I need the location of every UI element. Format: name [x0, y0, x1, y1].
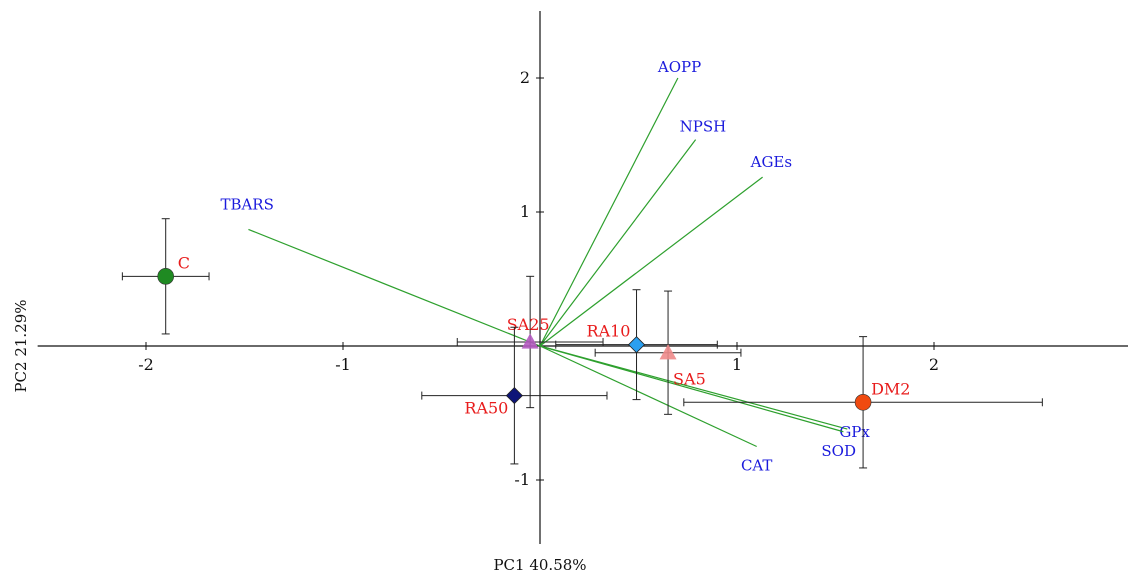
vector-line: [248, 228, 541, 347]
y-tick-label: 1: [520, 202, 530, 221]
group-label: SA25: [507, 315, 550, 334]
vector-line: [539, 345, 848, 430]
group-c: C: [121, 218, 210, 335]
x-tick-label: -1: [335, 355, 351, 374]
group-points: C SA25 RA10 SA5 RA50 DM2: [121, 218, 1043, 469]
vector-line: [539, 345, 844, 433]
group-sa5: SA5: [594, 290, 742, 415]
vector-label: NPSH: [680, 118, 727, 136]
axes: [37, 11, 1128, 544]
group-label: RA50: [464, 399, 508, 418]
vector-label: AGEs: [750, 153, 792, 171]
vector-cat: CAT: [539, 345, 773, 475]
tick-group: -2 -1 1 2 2 1 -1: [138, 68, 939, 489]
group-label: DM2: [871, 379, 910, 398]
vector-line: [539, 345, 757, 448]
group-dm2: DM2: [683, 336, 1043, 469]
group-label: RA10: [587, 322, 631, 341]
y-tick-label: 2: [520, 68, 530, 87]
vector-tbars: TBARS: [220, 195, 541, 347]
vector-line: [539, 176, 763, 347]
group-ra10: RA10: [555, 289, 718, 401]
group-label: C: [178, 253, 190, 272]
x-tick-label: 2: [929, 355, 939, 374]
vector-line: [539, 77, 679, 347]
group-sa25: SA25: [456, 275, 604, 409]
vector-label: SOD: [821, 442, 856, 460]
group-marker-triangle: [521, 333, 539, 349]
vector-npsh: NPSH: [539, 118, 727, 347]
vector-line: [539, 139, 697, 347]
group-marker-diamond: [505, 387, 523, 405]
vector-label: CAT: [741, 457, 773, 475]
group-marker-diamond: [627, 336, 646, 354]
vector-label: GPx: [839, 423, 870, 441]
group-ra50: RA50: [421, 326, 608, 465]
y-tick-label: -1: [514, 470, 530, 489]
y-axis-title: PC2 21.29%: [12, 299, 30, 392]
group-marker-circle: [157, 268, 174, 285]
vector-sod: SOD: [539, 345, 856, 460]
vector-label: TBARS: [220, 195, 273, 213]
group-label: SA5: [673, 370, 706, 389]
x-axis-title: PC1 40.58%: [493, 556, 586, 574]
x-tick-label: -2: [138, 355, 154, 374]
vector-aopp: AOPP: [539, 58, 701, 347]
vector-ages: AGEs: [539, 153, 792, 347]
group-marker-triangle: [659, 344, 677, 360]
group-marker-circle: [854, 393, 872, 411]
x-tick-label: 1: [732, 355, 742, 374]
vector-label: AOPP: [657, 58, 701, 76]
